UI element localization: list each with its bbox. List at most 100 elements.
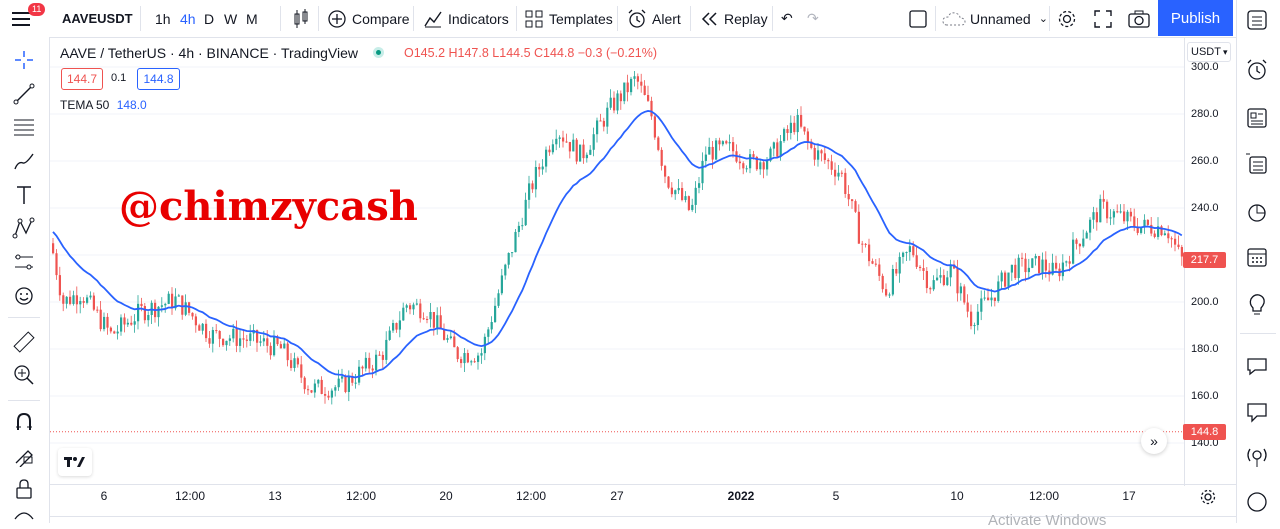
currency-selector[interactable]: USDT ▾	[1187, 42, 1232, 62]
interval-1h[interactable]: 1h	[155, 10, 171, 27]
symbol-title[interactable]: AAVE / TetherUS · 4h · BINANCE · Trading…	[60, 45, 359, 61]
streams-button[interactable]	[1243, 443, 1271, 471]
tradingview-logo[interactable]	[58, 448, 92, 476]
candle-body	[643, 85, 646, 96]
visibility-tool[interactable]	[14, 507, 34, 523]
buy-price-button[interactable]: 144.8	[137, 68, 180, 90]
candle-body	[650, 100, 653, 117]
candle-body	[640, 81, 643, 86]
chart-type-button[interactable]	[293, 0, 309, 37]
scroll-to-realtime-button[interactable]: »	[1141, 428, 1167, 454]
snapshot-button[interactable]	[1128, 0, 1150, 37]
fib-tool[interactable]	[10, 114, 38, 140]
watchlist-button[interactable]	[1243, 6, 1271, 34]
redo-button[interactable]: ↷	[807, 0, 819, 37]
candle-body	[511, 252, 514, 254]
market-status-dot[interactable]	[373, 47, 384, 58]
notification-badge: 11	[28, 3, 46, 16]
zoom-tool[interactable]	[10, 362, 38, 388]
candle-body	[891, 269, 894, 295]
trend-line-tool[interactable]	[10, 81, 38, 107]
fullscreen-button[interactable]	[1094, 0, 1112, 37]
text-tool[interactable]	[10, 182, 38, 208]
candle-body	[1143, 219, 1146, 228]
candle-body	[449, 336, 452, 339]
data-window-button[interactable]	[1243, 104, 1271, 132]
candle-body	[201, 323, 204, 331]
candle-body	[854, 201, 857, 212]
chats-button[interactable]	[1243, 352, 1271, 380]
candle-body	[565, 141, 568, 143]
magnet-tool[interactable]	[10, 409, 38, 435]
publish-button[interactable]: Publish	[1158, 0, 1233, 36]
candle-body	[847, 193, 850, 200]
candle-body	[313, 383, 316, 393]
candle-body	[568, 142, 571, 152]
price-chart[interactable]	[50, 37, 1184, 484]
x-tick: 20	[439, 489, 453, 503]
lock-all-drawings[interactable]	[10, 476, 38, 502]
object-tree-button[interactable]	[1243, 150, 1271, 178]
forecast-tool[interactable]	[10, 249, 38, 275]
candle-body	[1102, 198, 1105, 202]
x-tick: 12:00	[1028, 489, 1060, 503]
chart-pane[interactable]	[50, 37, 1184, 484]
x-tick: 6	[100, 489, 108, 503]
ideas-icon	[1249, 294, 1265, 315]
stay-in-drawing-tool[interactable]	[10, 442, 38, 468]
alerts-panel-button[interactable]	[1243, 56, 1271, 84]
undo-button[interactable]: ↶	[781, 0, 793, 37]
crosshair-tool[interactable]	[10, 47, 38, 73]
alert-button[interactable]: Alert	[627, 0, 681, 37]
menu-button[interactable]	[12, 0, 32, 37]
interval-m[interactable]: M	[246, 10, 258, 27]
calendar-button[interactable]	[1243, 243, 1271, 271]
layout-name-button[interactable]: Unnamed ⌄	[942, 0, 1048, 37]
bottom-panel	[50, 516, 1236, 524]
axis-settings-button[interactable]	[1199, 488, 1217, 506]
pattern-tool[interactable]	[10, 215, 38, 241]
interval-4h[interactable]: 4h	[180, 10, 196, 27]
candle-body	[834, 169, 837, 177]
hotlists-button[interactable]	[1243, 198, 1271, 226]
candle-body	[171, 293, 174, 309]
candle-body	[844, 172, 847, 194]
candle-body	[262, 338, 265, 342]
candle-body	[684, 196, 687, 200]
brush-tool[interactable]	[10, 148, 38, 174]
replay-button[interactable]: Replay	[701, 0, 768, 37]
indicator-legend[interactable]: TEMA 50 148.0	[60, 98, 147, 112]
indicators-button[interactable]: Indicators	[423, 0, 509, 37]
candle-body	[436, 315, 439, 328]
public-chats-button[interactable]	[1243, 398, 1271, 426]
candle-body	[1140, 227, 1143, 233]
interval-d[interactable]: D	[204, 10, 215, 27]
interval-w[interactable]: W	[224, 10, 238, 27]
candle-body	[630, 78, 633, 93]
ideas-button[interactable]	[1243, 290, 1271, 318]
candle-body	[62, 295, 65, 304]
x-tick: 12:00	[345, 489, 377, 503]
emoji-tool[interactable]	[10, 283, 38, 309]
templates-button[interactable]: Templates	[525, 0, 613, 37]
candle-body	[742, 163, 745, 169]
candle-body	[868, 244, 871, 262]
settings-button[interactable]	[1057, 0, 1077, 37]
candles-icon	[294, 8, 308, 28]
sell-price-button[interactable]: 144.7	[61, 68, 103, 90]
candle-body	[1061, 262, 1064, 277]
candle-body	[871, 261, 874, 264]
candle-body	[466, 353, 469, 363]
fullscreen-layout-button[interactable]	[908, 0, 928, 37]
compare-button[interactable]: Compare	[327, 0, 410, 37]
candle-body	[1017, 257, 1020, 279]
candle-body	[307, 389, 310, 391]
lock-drawing-icon	[15, 450, 33, 467]
symbol-search-button[interactable]: AAVEUSDT	[62, 11, 133, 26]
measure-tool[interactable]	[10, 329, 38, 355]
candle-body	[677, 188, 680, 191]
y-tick: 260.0	[1191, 155, 1219, 167]
candle-body	[766, 160, 769, 170]
help-button[interactable]	[1243, 488, 1271, 516]
candle-body	[480, 353, 483, 356]
